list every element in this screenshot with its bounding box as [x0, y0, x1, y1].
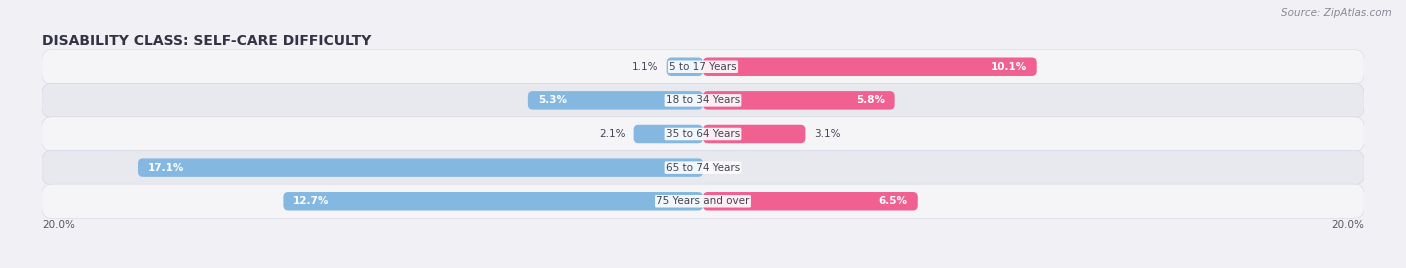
FancyBboxPatch shape	[703, 125, 806, 143]
FancyBboxPatch shape	[138, 158, 703, 177]
Text: 6.5%: 6.5%	[879, 196, 908, 206]
FancyBboxPatch shape	[527, 91, 703, 110]
Text: 5.3%: 5.3%	[537, 95, 567, 105]
FancyBboxPatch shape	[42, 150, 1364, 185]
FancyBboxPatch shape	[42, 117, 1364, 151]
FancyBboxPatch shape	[634, 125, 703, 143]
Text: 35 to 64 Years: 35 to 64 Years	[666, 129, 740, 139]
FancyBboxPatch shape	[666, 58, 703, 76]
Text: 20.0%: 20.0%	[1331, 220, 1364, 230]
FancyBboxPatch shape	[42, 50, 1364, 84]
Text: 65 to 74 Years: 65 to 74 Years	[666, 163, 740, 173]
FancyBboxPatch shape	[703, 58, 1036, 76]
Text: 20.0%: 20.0%	[42, 220, 75, 230]
Text: 5.8%: 5.8%	[856, 95, 884, 105]
Text: 1.1%: 1.1%	[631, 62, 658, 72]
Text: 0.0%: 0.0%	[711, 163, 738, 173]
Text: 17.1%: 17.1%	[148, 163, 184, 173]
Text: 75 Years and over: 75 Years and over	[657, 196, 749, 206]
FancyBboxPatch shape	[284, 192, 703, 210]
Text: 2.1%: 2.1%	[599, 129, 626, 139]
Text: 10.1%: 10.1%	[991, 62, 1026, 72]
Text: 3.1%: 3.1%	[814, 129, 841, 139]
Text: 5 to 17 Years: 5 to 17 Years	[669, 62, 737, 72]
FancyBboxPatch shape	[703, 192, 918, 210]
FancyBboxPatch shape	[42, 184, 1364, 218]
Text: 18 to 34 Years: 18 to 34 Years	[666, 95, 740, 105]
Text: 12.7%: 12.7%	[294, 196, 329, 206]
Text: DISABILITY CLASS: SELF-CARE DIFFICULTY: DISABILITY CLASS: SELF-CARE DIFFICULTY	[42, 34, 371, 48]
Text: Source: ZipAtlas.com: Source: ZipAtlas.com	[1281, 8, 1392, 18]
FancyBboxPatch shape	[42, 83, 1364, 118]
FancyBboxPatch shape	[703, 91, 894, 110]
